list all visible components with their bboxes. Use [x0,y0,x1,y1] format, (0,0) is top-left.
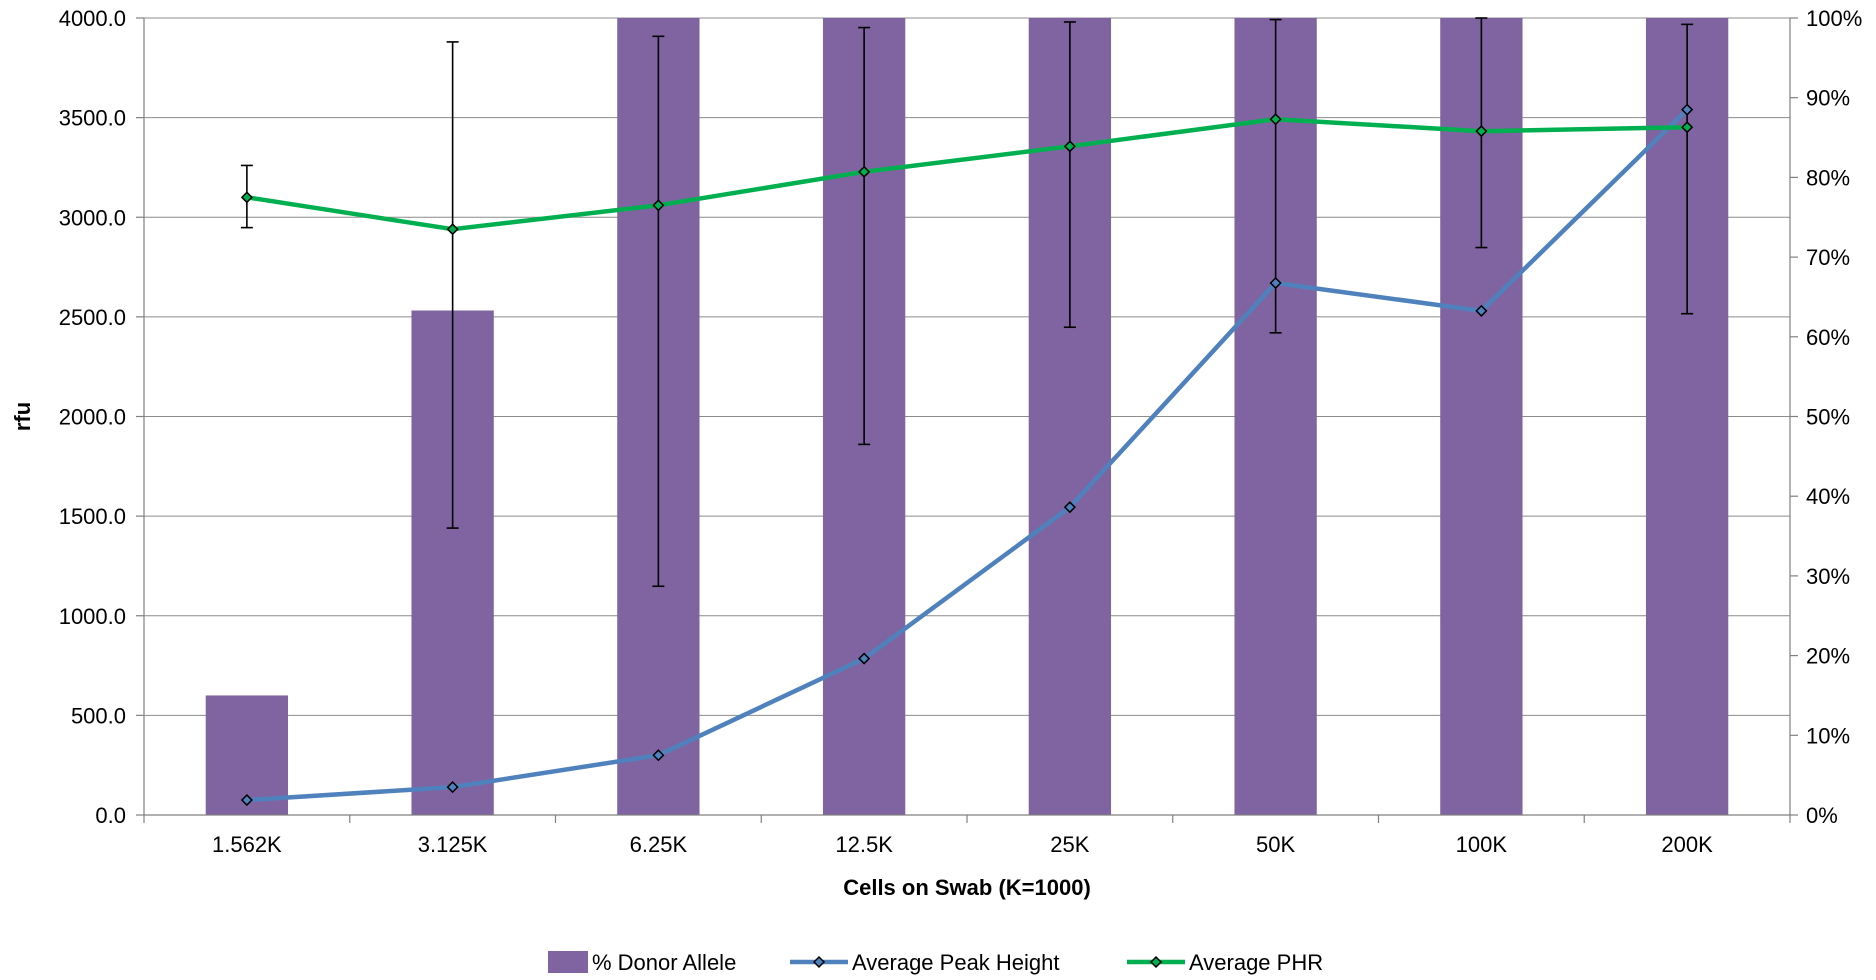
error-bars [240,17,1694,588]
y-right-tick-label: 60% [1806,325,1850,350]
legend-label: Average PHR [1189,950,1323,975]
y-left-tick-label: 3500.0 [59,106,126,131]
diamond-marker [446,223,459,236]
diamond-marker [652,749,665,762]
diamond-marker [858,165,871,178]
y-left-tick-label: 4000.0 [59,6,126,31]
diamond-marker [1681,121,1694,134]
x-tick-label: 3.125K [418,832,488,857]
diamond-marker [1269,276,1282,290]
y-right-tick-label: 90% [1806,86,1850,111]
diamond-marker [446,781,459,794]
axes [136,17,1798,823]
x-tick-label: 25K [1050,832,1089,857]
line-series-layer [246,108,1689,803]
x-tick-label: 200K [1661,832,1713,857]
y-right-tick-label: 40% [1806,484,1850,509]
diamond-marker [1063,140,1076,153]
legend-swatch-marker [812,955,826,969]
x-tick-label: 100K [1456,832,1508,857]
y-right-tick-label: 70% [1806,245,1850,270]
diamond-marker [1681,103,1694,116]
gridlines [144,17,1790,816]
y-left-tick-label: 2000.0 [59,405,126,430]
bars-series-donor-allele [205,18,1729,815]
y-right-tick-label: 30% [1806,564,1850,589]
x-tick-label: 12.5K [835,832,893,857]
x-tick-label: 1.562K [212,832,282,857]
y-axis-title: rfu [10,402,35,431]
diamond-marker [240,191,253,204]
line-average-peak-height [246,108,1689,803]
y-left-tick-label: 0.0 [95,803,126,828]
diamond-marker [1475,125,1488,138]
y-left-tick-label: 1500.0 [59,504,126,529]
y-right-tick-label: 50% [1806,405,1850,430]
diamond-marker [652,199,665,212]
tick-labels: 0.0 500.0 1000.0 1500.0 2000.0 2500.0 3000.0 35… [59,6,1863,857]
diamond-marker [1063,501,1076,514]
diamond-marker [858,652,871,665]
x-axis-title: Cells on Swab (K=1000) [843,875,1091,900]
y-right-tick-label: 0% [1806,803,1838,828]
line-average-phr [246,116,1688,232]
y-right-tick-label: 80% [1806,165,1850,190]
legend: % Donor Allele Average Peak Height Average… [548,950,1323,975]
x-tick-label: 50K [1256,832,1295,857]
y-left-tick-label: 1000.0 [59,604,126,629]
y-right-tick-label: 100% [1806,6,1862,31]
diamond-marker [1475,304,1488,317]
x-tick-label: 6.25K [630,832,688,857]
legend-label: % Donor Allele [592,950,736,975]
diamond-marker [240,793,253,807]
y-left-tick-label: 500.0 [71,703,126,728]
y-right-tick-label: 20% [1806,644,1850,669]
y-right-tick-label: 10% [1806,723,1850,748]
legend-swatch-bar [548,951,588,973]
legend-swatch-marker [1149,955,1163,969]
line-markers [240,103,1694,807]
diamond-marker [1269,113,1282,126]
legend-label: Average Peak Height [852,950,1060,975]
y-left-tick-label: 3000.0 [59,205,126,230]
y-left-tick-label: 2500.0 [59,305,126,330]
